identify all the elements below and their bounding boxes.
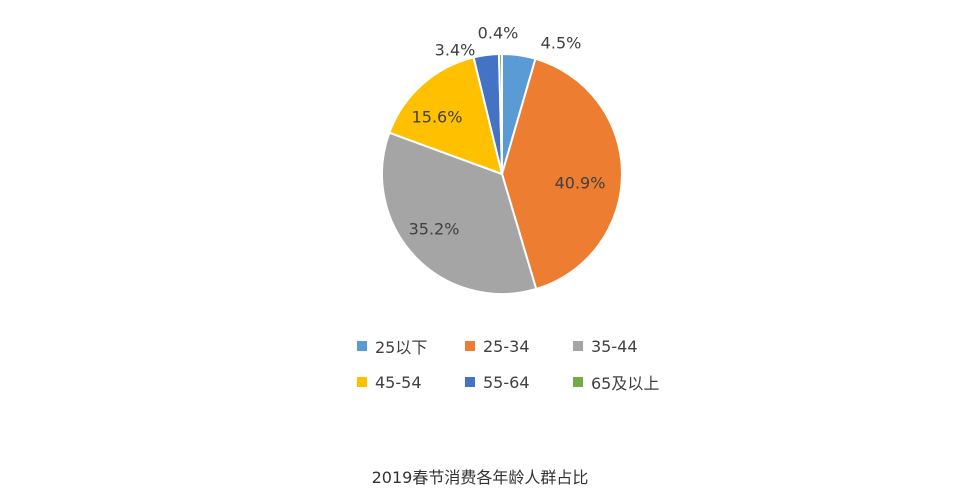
legend-label: 65及以上 bbox=[591, 374, 660, 393]
chart-legend: 25以下 25-34 35-44 45-54 55-64 65及以上 bbox=[357, 328, 687, 400]
slice-data-label: 15.6% bbox=[412, 108, 463, 127]
slice-data-label: 3.4% bbox=[435, 41, 476, 60]
legend-item-25-34: 25-34 bbox=[465, 337, 573, 356]
legend-swatch bbox=[357, 341, 367, 351]
slice-data-label: 35.2% bbox=[409, 220, 460, 239]
legend-label: 25-34 bbox=[483, 336, 530, 356]
pie-slice bbox=[388, 56, 504, 176]
legend-swatch bbox=[465, 341, 475, 351]
pie-slice bbox=[497, 52, 503, 175]
legend-swatch bbox=[573, 341, 583, 351]
legend-swatch bbox=[573, 377, 583, 387]
legend-item-35-44: 35-44 bbox=[573, 337, 681, 356]
legend-item-under-25: 25以下 bbox=[357, 334, 465, 358]
legend-label: 35-44 bbox=[591, 336, 638, 356]
slice-data-label: 40.9% bbox=[555, 174, 606, 193]
pie-slices bbox=[381, 52, 624, 295]
legend-item-55-64: 55-64 bbox=[465, 373, 573, 392]
pie-slice bbox=[500, 57, 624, 291]
legend-label: 25以下 bbox=[375, 338, 428, 357]
legend-label: 55-64 bbox=[483, 372, 530, 392]
legend-item-65-plus: 65及以上 bbox=[573, 370, 681, 394]
chart-title: 2019春节消费各年龄人群占比 bbox=[371, 468, 589, 487]
legend-label: 45-54 bbox=[375, 372, 422, 392]
legend-row: 25以下 25-34 35-44 bbox=[357, 328, 687, 364]
slice-data-label: 0.4% bbox=[478, 24, 519, 43]
legend-item-45-54: 45-54 bbox=[357, 373, 465, 392]
slice-data-label: 4.5% bbox=[541, 34, 582, 53]
legend-swatch bbox=[357, 377, 367, 387]
legend-row: 45-54 55-64 65及以上 bbox=[357, 364, 687, 400]
pie-data-labels: 4.5% 40.9% 35.2% 15.6% 3.4%0.4% bbox=[409, 24, 606, 239]
legend-swatch bbox=[465, 377, 475, 387]
